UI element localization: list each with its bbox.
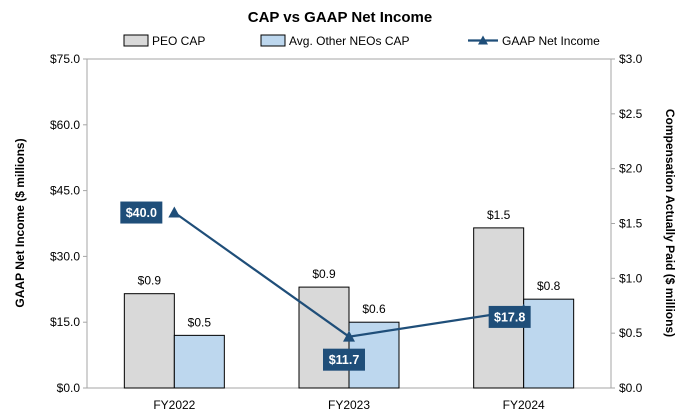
- left-axis-ticks: $0.0 $15.0 $30.0 $45.0 $60.0 $75.0: [50, 52, 87, 395]
- legend-label: Avg. Other NEOs CAP: [289, 34, 410, 48]
- left-tick-label: $75.0: [50, 52, 80, 66]
- legend-swatch: [260, 34, 286, 47]
- legend: PEO CAP Avg. Other NEOs CAP GAAP Net Incom…: [123, 34, 600, 48]
- legend-label: PEO CAP: [152, 34, 205, 48]
- bar-data-label: $0.9: [138, 274, 162, 288]
- x-axis-ticks: FY2022 FY2023 FY2024: [153, 398, 545, 412]
- net-income-data-label: $17.8: [494, 310, 525, 324]
- legend-label: GAAP Net Income: [502, 34, 600, 48]
- bar-data-label: $0.9: [312, 267, 336, 281]
- left-tick-label: $0.0: [57, 381, 81, 395]
- left-axis-title: GAAP Net Income ($ millions): [13, 138, 27, 307]
- net-income-line-series: $40.0 $11.7 $17.8: [120, 201, 531, 371]
- net-income-label-box: [488, 305, 531, 328]
- left-tick-label: $45.0: [50, 184, 80, 198]
- x-tick-label: FY2024: [503, 398, 545, 412]
- net-income-label-box: [120, 201, 163, 224]
- net-income-data-label: $11.7: [329, 353, 360, 367]
- bar-peo-cap: [123, 293, 175, 389]
- chart-title: CAP vs GAAP Net Income: [248, 9, 433, 26]
- right-axis-title: Compensation Actually Paid ($ millions): [663, 109, 677, 337]
- right-tick-label: $0.0: [619, 381, 643, 395]
- right-axis-ticks: $0.0 $0.5 $1.0 $1.5 $2.0 $2.5 $3.0: [611, 52, 643, 395]
- right-tick-label: $1.5: [619, 217, 643, 231]
- net-income-data-label: $40.0: [126, 206, 157, 220]
- right-tick-label: $1.0: [619, 271, 643, 285]
- net-income-marker: [343, 330, 355, 342]
- legend-swatch: [123, 34, 149, 47]
- right-tick-label: $2.0: [619, 162, 643, 176]
- net-income-marker: [168, 206, 181, 218]
- right-tick-label: $0.5: [619, 326, 643, 340]
- bar-data-label: $0.5: [188, 315, 212, 329]
- right-tick-label: $2.5: [619, 107, 643, 121]
- bar-data-labels: $0.9 $0.9 $1.5 $0.5 $0.6 $0.8: [138, 208, 561, 329]
- bar-avg-other-neos-cap: [173, 334, 225, 389]
- bar-data-label: $0.6: [362, 302, 386, 316]
- x-tick-label: FY2023: [328, 398, 370, 412]
- bar-data-label: $1.5: [487, 208, 511, 222]
- left-tick-label: $15.0: [50, 315, 80, 329]
- bar-avg-other-neos-cap: [523, 298, 575, 389]
- net-income-label-box: [323, 348, 365, 371]
- right-tick-label: $3.0: [619, 52, 643, 66]
- x-tick-label: FY2022: [153, 398, 195, 412]
- left-tick-label: $30.0: [50, 249, 80, 263]
- bar-data-label: $0.8: [537, 279, 561, 293]
- left-tick-label: $60.0: [50, 118, 80, 132]
- bar-series: [123, 227, 575, 389]
- legend-marker: [478, 35, 488, 45]
- bar-peo-cap: [298, 286, 350, 389]
